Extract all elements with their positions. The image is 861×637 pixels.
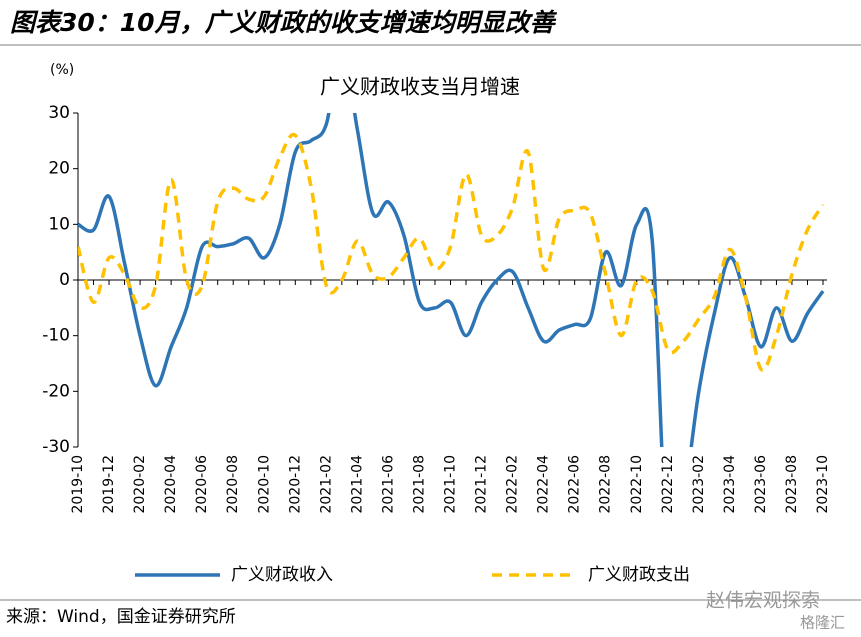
x-tick-label: 2023-02: [691, 455, 707, 514]
x-tick-label: 2021-06: [380, 455, 396, 514]
x-tick-label: 2022-08: [598, 455, 614, 514]
chart-title: 广义财政收支当月增速: [320, 75, 520, 99]
y-unit: (%): [50, 62, 74, 78]
y-tick-label: 30: [48, 103, 70, 123]
x-tick-label: 2022-06: [567, 455, 583, 514]
x-tick-label: 2022-10: [629, 455, 645, 514]
x-tick-label: 2021-02: [318, 455, 334, 514]
x-tick-label: 2022-02: [505, 455, 521, 514]
x-tick-label: 2023-08: [784, 455, 800, 514]
x-tick-label: 2019-10: [70, 455, 86, 514]
x-tick-label: 2020-08: [225, 455, 241, 514]
source: 来源：Wind，国金证券研究所: [6, 607, 236, 627]
y-tick-label: 10: [48, 214, 70, 234]
y-tick-label: 20: [48, 159, 70, 179]
x-tick-label: 2022-04: [536, 455, 552, 514]
page-title: 图表30：10月，广义财政的收支增速均明显改善: [10, 8, 558, 37]
watermark: 格隆汇: [800, 614, 845, 632]
x-tick-label: 2022-12: [660, 455, 676, 514]
x-tick-label: 2021-12: [474, 455, 490, 514]
y-tick-label: 0: [59, 270, 70, 290]
x-tick-label: 2023-06: [753, 455, 769, 514]
plot-area: [78, 113, 825, 447]
legend-label: 广义财政支出: [588, 565, 690, 585]
watermark: 赵伟宏观探索: [706, 590, 820, 612]
x-tick-label: 2019-12: [101, 455, 117, 514]
legend-label: 广义财政收入: [231, 565, 333, 585]
y-tick-label: -10: [42, 326, 70, 346]
y-tick-label: -20: [42, 381, 70, 401]
x-tick-label: 2021-10: [443, 455, 459, 514]
x-tick-label: 2020-04: [163, 455, 179, 514]
y-tick-label: -30: [42, 437, 70, 457]
x-tick-label: 2021-04: [349, 455, 365, 514]
line-series: [78, 113, 825, 447]
x-tick-label: 2023-04: [722, 455, 738, 514]
x-tick-label: 2021-08: [411, 455, 427, 514]
x-tick-label: 2020-10: [256, 455, 272, 514]
x-tick-label: 2020-02: [132, 455, 148, 514]
x-tick-label: 2020-12: [287, 455, 303, 514]
x-tick-label: 2020-06: [194, 455, 210, 514]
line-series: [78, 132, 825, 372]
x-tick-label: 2023-10: [815, 455, 831, 514]
